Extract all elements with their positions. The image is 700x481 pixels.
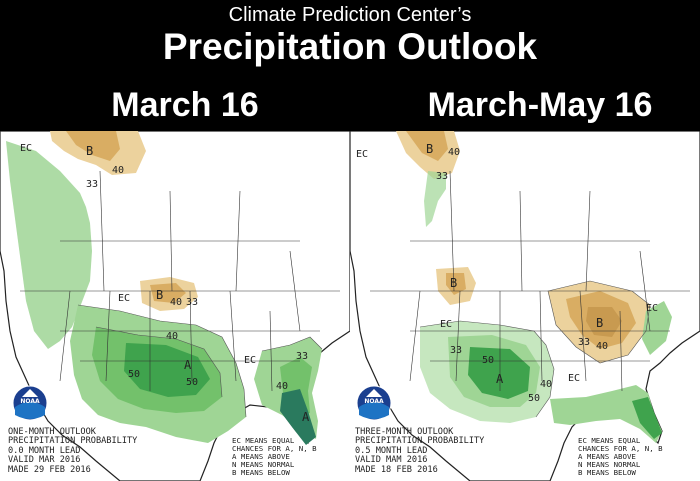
key-line: A MEANS ABOVE xyxy=(232,451,290,461)
contour-label: 33 xyxy=(450,345,462,356)
map-key: EC MEANS EQUAL CHANCES FOR A, N, B A MEA… xyxy=(578,437,663,477)
contour-label: 33 xyxy=(296,351,308,362)
contour-label: 50 xyxy=(186,377,198,388)
above-label: A xyxy=(496,372,504,386)
caption-line: THREE-MONTH OUTLOOK xyxy=(355,427,454,437)
southeast-above-33 xyxy=(550,385,662,443)
noaa-emblem-icon xyxy=(356,385,392,421)
contour-label: 40 xyxy=(276,381,288,392)
key-line: CHANCES FOR A, N, B xyxy=(232,443,317,453)
southwest-above-50 xyxy=(468,347,530,399)
noaa-logo: NOAA xyxy=(12,385,48,421)
caption-line: VALID MAM 2016 xyxy=(355,455,428,466)
contour-label: 33 xyxy=(86,179,98,190)
caption-line: MADE 29 FEB 2016 xyxy=(8,464,91,475)
one-month-outlook-map: EC B 33 40 EC B 40 33 EC A 50 50 40 40 3… xyxy=(0,131,350,481)
header-banner: Climate Prediction Center’s Precipitatio… xyxy=(0,0,700,131)
contour-label: 40 xyxy=(166,331,178,342)
caption-line: 0.5 MONTH LEAD xyxy=(355,445,428,456)
contour-label: 33 xyxy=(186,297,198,308)
three-month-outlook-map: EC B 33 40 B EC B 33 40 EC EC A 50 40 50… xyxy=(350,131,700,481)
contour-label: 50 xyxy=(482,355,494,366)
caption-line: PRECIPITATION PROBABILITY xyxy=(355,436,485,447)
contour-label: 50 xyxy=(128,369,140,380)
ec-label: EC xyxy=(356,149,368,160)
ec-label: EC xyxy=(118,293,130,304)
lakes-below-50 xyxy=(586,307,622,337)
ec-label: EC xyxy=(568,373,580,384)
contour-label: 50 xyxy=(528,393,540,404)
key-line: B MEANS BELOW xyxy=(578,467,636,477)
ec-label: EC xyxy=(244,355,256,366)
key-line: N MEANS NORMAL xyxy=(578,459,641,469)
florida-above-40 xyxy=(632,397,662,439)
key-line: B MEANS BELOW xyxy=(232,467,290,477)
caption-line: 0.0 MONTH LEAD xyxy=(8,445,81,456)
plains-below-40 xyxy=(150,283,186,303)
key-line: EC MEANS EQUAL xyxy=(232,436,295,445)
key-line: EC MEANS EQUAL xyxy=(578,436,641,445)
outlook-caption: ONE-MONTH OUTLOOK PRECIPITATION PROBABIL… xyxy=(8,427,138,475)
page-title: Precipitation Outlook xyxy=(162,26,538,67)
left-map-graphic: EC B 33 40 EC B 40 33 EC A 50 50 40 40 3… xyxy=(0,131,350,481)
below-label: B xyxy=(156,288,163,302)
caption-line: VALID MAR 2016 xyxy=(8,455,81,466)
left-panel-title: March 16 xyxy=(111,86,259,124)
ec-label: EC xyxy=(646,303,658,314)
ec-label: EC xyxy=(20,143,32,154)
contour-label: 40 xyxy=(112,165,124,176)
key-line: N MEANS NORMAL xyxy=(232,459,295,469)
contour-label: 40 xyxy=(596,341,608,352)
above-label: A xyxy=(184,358,192,372)
east-coast-above xyxy=(642,301,672,355)
contour-label: 40 xyxy=(540,379,552,390)
below-label: B xyxy=(86,144,93,158)
below-label: B xyxy=(426,142,433,156)
noaa-emblem-icon xyxy=(12,385,48,421)
key-line: CHANCES FOR A, N, B xyxy=(578,443,663,453)
noaa-logo-text: NOAA xyxy=(364,398,384,405)
ec-label: EC xyxy=(440,319,452,330)
contour-label: 40 xyxy=(448,147,460,158)
agency-title: Climate Prediction Center’s xyxy=(228,4,472,26)
noaa-logo: NOAA xyxy=(356,385,392,421)
below-label: B xyxy=(596,316,603,330)
contour-label: 40 xyxy=(170,297,182,308)
outlook-caption: THREE-MONTH OUTLOOK PRECIPITATION PROBAB… xyxy=(355,427,485,475)
caption-line: MADE 18 FEB 2016 xyxy=(355,464,438,475)
northwest-below-40 xyxy=(446,273,466,295)
map-key: EC MEANS EQUAL CHANCES FOR A, N, B A MEA… xyxy=(232,437,317,477)
contour-label: 33 xyxy=(436,171,448,182)
right-map-graphic: EC B 33 40 B EC B 33 40 EC EC A 50 40 50… xyxy=(350,131,700,481)
caption-line: ONE-MONTH OUTLOOK xyxy=(8,427,96,437)
contours xyxy=(77,304,323,418)
below-label: B xyxy=(450,276,457,290)
alaska-below-40 xyxy=(406,131,448,161)
south-above-50 xyxy=(124,343,210,397)
contours xyxy=(419,280,651,418)
caption-line: PRECIPITATION PROBABILITY xyxy=(8,436,138,447)
state-borders xyxy=(20,170,340,392)
alaska-below-40 xyxy=(66,131,120,161)
pacific-coast-above xyxy=(6,141,92,349)
florida-above-50 xyxy=(280,389,316,445)
above-label: A xyxy=(302,410,310,424)
noaa-logo-text: NOAA xyxy=(20,398,40,405)
contour-label: 33 xyxy=(578,337,590,348)
key-line: A MEANS ABOVE xyxy=(578,451,636,461)
pacific-coast-above xyxy=(424,171,446,227)
state-borders xyxy=(370,170,690,392)
right-panel-title: March-May 16 xyxy=(427,86,653,124)
